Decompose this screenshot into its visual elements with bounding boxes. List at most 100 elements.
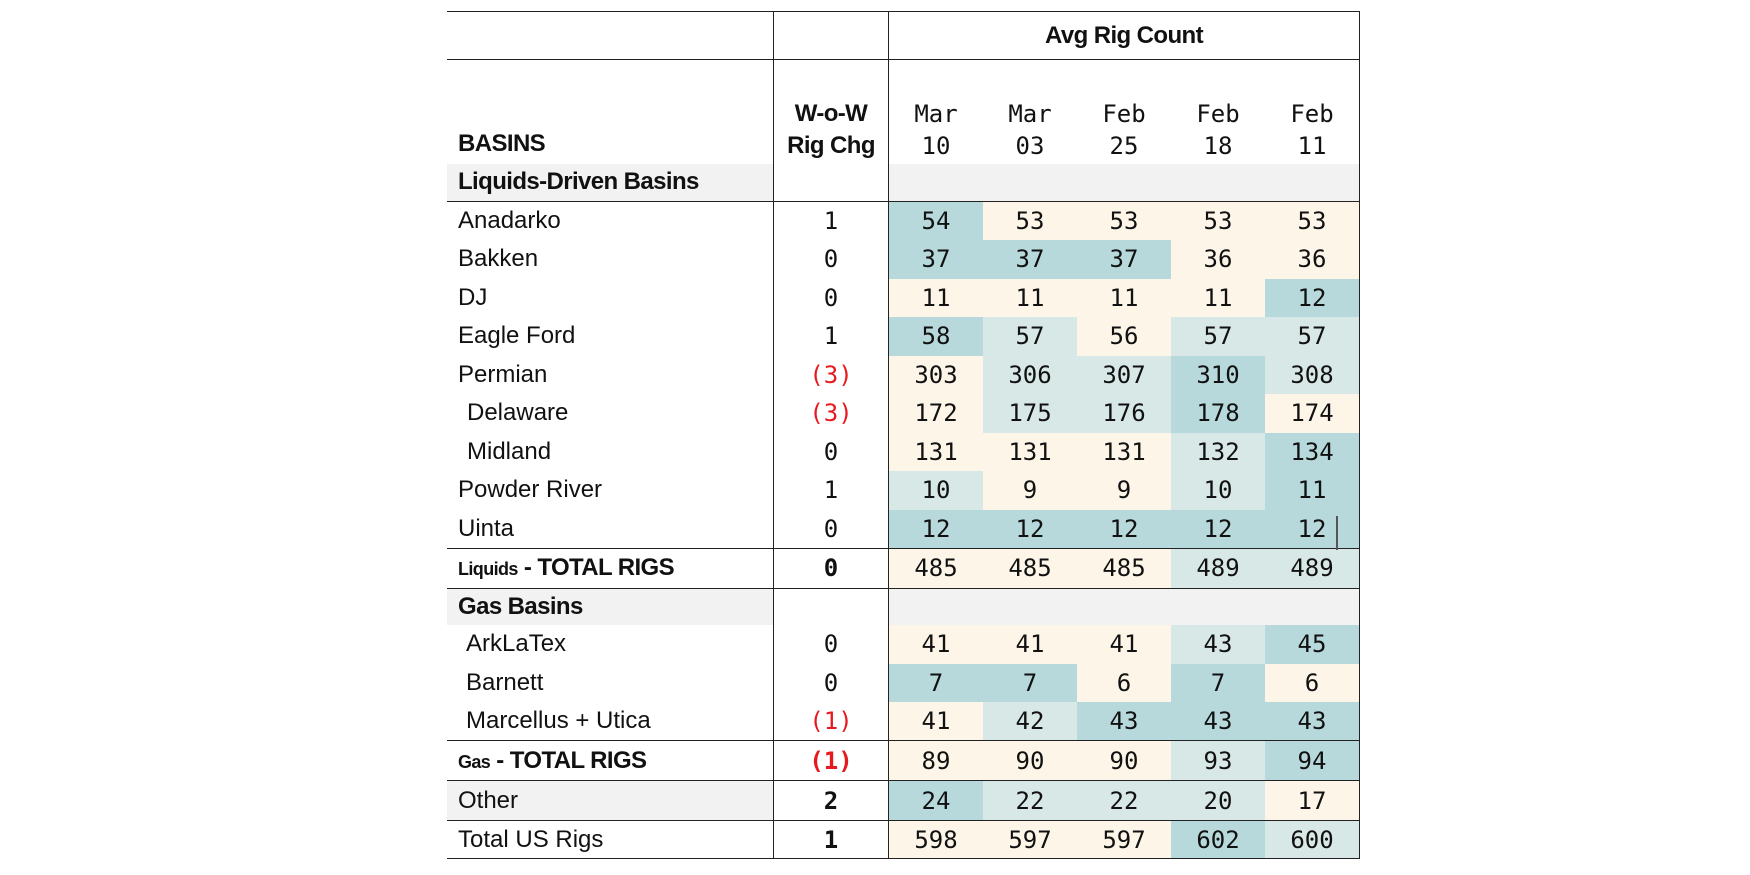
basin-name: Powder River: [458, 476, 603, 504]
wow-change: (1): [773, 702, 889, 741]
liquids-total-row: Liquids - TOTAL RIGS 0 485 485 485 489 4…: [447, 548, 1360, 589]
basin-name: Other: [447, 780, 774, 821]
rig-count-cell: 176: [1077, 394, 1171, 433]
basin-name: Marcellus + Utica: [447, 702, 774, 741]
rig-count-cell: 11: [1265, 471, 1360, 510]
rig-count-cell: 53: [983, 201, 1077, 240]
rig-count-cell: 12: [1265, 278, 1360, 317]
gas-section-row: Gas Basins: [447, 588, 1360, 625]
table-row: Permian (3) 303 306 307 310 308: [447, 355, 1360, 394]
rig-count-cell: 485: [888, 548, 983, 589]
rig-count-cell: 9: [1077, 471, 1171, 510]
wow-change: 1: [773, 317, 889, 356]
rig-count-cell: 178: [1171, 394, 1265, 433]
header-label-row: BASINS W-o-W Rig Chg Mar 10 Mar 03 Feb 25 F…: [447, 59, 1360, 164]
basin-name: Anadarko: [458, 207, 561, 234]
rig-count-cell: 307: [1077, 355, 1171, 394]
basin-name: DJ: [458, 283, 488, 311]
rig-count-cell: 20: [1171, 780, 1265, 821]
rig-count-cell: 45: [1265, 625, 1360, 664]
table-row: Uinta 0 12 12 12 12 12: [447, 509, 1360, 549]
basin-name: Bakken: [458, 245, 539, 273]
table-row: DJ 0 11 11 11 11 12: [447, 278, 1360, 317]
rig-count-cell: 37: [888, 240, 983, 279]
rig-count-cell: 36: [1171, 240, 1265, 279]
basin-name: ArkLaTex: [466, 630, 567, 658]
rig-count-cell: 36: [1265, 240, 1360, 279]
liquids-section-label: Liquids-Driven Basins: [447, 163, 774, 202]
rig-count-cell: 6: [1265, 663, 1360, 702]
rig-count-cell: 11: [1171, 278, 1265, 317]
rig-count-cell: 172: [888, 394, 983, 433]
rig-count-cell: 10: [1171, 471, 1265, 510]
rig-count-cell: 43: [1171, 625, 1265, 664]
table-row: Bakken 0 37 37 37 36 36: [447, 240, 1360, 279]
rig-count-cell: 597: [1077, 820, 1171, 859]
wow-change: 0: [773, 432, 889, 471]
rig-count-cell: 600: [1265, 820, 1360, 859]
rig-count-cell: 24: [888, 780, 983, 821]
rig-count-cell: 57: [983, 317, 1077, 356]
header-group-row: Avg Rig Count: [447, 11, 1360, 60]
rig-count-cell: 12: [1077, 509, 1171, 549]
rig-count-cell: 11: [983, 278, 1077, 317]
rig-count-cell: 7: [888, 663, 983, 702]
rig-count-cell: 11: [888, 278, 983, 317]
rig-count-cell: 22: [983, 780, 1077, 821]
wow-change: (3): [773, 394, 889, 433]
rig-count-cell: 41: [888, 625, 983, 664]
rig-count-cell: 89: [888, 740, 983, 781]
basin-name: Permian: [458, 360, 548, 388]
rig-count-cell: 6: [1077, 663, 1171, 702]
avg-rig-count-header: Avg Rig Count: [888, 11, 1360, 60]
table-row: Midland 0 131 131 131 132 134: [447, 432, 1360, 471]
rig-count-cell: 58: [888, 317, 983, 356]
wow-change-header: W-o-W Rig Chg: [773, 59, 889, 164]
table-row: Powder River 1 10 9 9 10 11: [447, 471, 1360, 510]
rig-count-cell: 489: [1171, 548, 1265, 589]
rig-count-cell: 175: [983, 394, 1077, 433]
basins-header: BASINS: [458, 129, 546, 157]
basin-name: Delaware: [467, 399, 569, 427]
rig-count-cell: 41: [888, 702, 983, 741]
rig-count-cell: 7: [1171, 663, 1265, 702]
wow-change: 2: [773, 780, 889, 821]
rig-count-cell: 54: [888, 201, 983, 240]
date-header-4: Feb 18: [1196, 99, 1240, 160]
rig-count-cell: 12: [1171, 509, 1265, 549]
us-total-row: Total US Rigs 1 598 597 597 602 600: [447, 820, 1360, 859]
rig-count-cell: 53: [1171, 201, 1265, 240]
rig-count-cell: 598: [888, 820, 983, 859]
rig-count-table: Avg Rig Count BASINS W-o-W Rig Chg Mar 10…: [447, 11, 1360, 859]
table-row: Marcellus + Utica (1) 41 42 43 43 43: [447, 702, 1360, 741]
rig-count-cell: 41: [983, 625, 1077, 664]
rig-count-cell: 489: [1265, 548, 1360, 589]
gas-total-row: Gas - TOTAL RIGS (1) 89 90 90 93 94: [447, 740, 1360, 781]
rig-count-cell: 9: [983, 471, 1077, 510]
wow-change: (3): [773, 355, 889, 394]
wow-change: 0: [773, 240, 889, 279]
rig-count-cell: 90: [1077, 740, 1171, 781]
rig-count-cell: 43: [1171, 702, 1265, 741]
wow-change: 1: [773, 471, 889, 510]
date-header-2: Mar 03: [1008, 99, 1052, 160]
rig-count-cell: 94: [1265, 740, 1360, 781]
rig-count-cell: 53: [1077, 201, 1171, 240]
rig-count-cell: 303: [888, 355, 983, 394]
basin-name: Eagle Ford: [458, 322, 576, 350]
wow-change: 0: [773, 278, 889, 317]
date-header-5: Feb 11: [1265, 59, 1360, 164]
rig-count-cell: 57: [1265, 317, 1360, 356]
rig-count-cell: 12: [888, 509, 983, 549]
rig-count-cell: 43: [1265, 702, 1360, 741]
table-row: Eagle Ford 1 58 57 56 57 57: [447, 317, 1360, 356]
other-row: Other 2 24 22 22 20 17: [447, 780, 1360, 821]
rig-count-cell: 41: [1077, 625, 1171, 664]
rig-count-cell: 12: [983, 509, 1077, 549]
basin-name: Total US Rigs: [447, 820, 774, 859]
liquids-section-row: Liquids-Driven Basins: [447, 163, 1360, 202]
wow-change: 0: [773, 625, 889, 664]
rig-count-cell: 7: [983, 663, 1077, 702]
table-row: ArkLaTex 0 41 41 41 43 45: [447, 625, 1360, 664]
basin-name: Uinta: [447, 509, 774, 549]
